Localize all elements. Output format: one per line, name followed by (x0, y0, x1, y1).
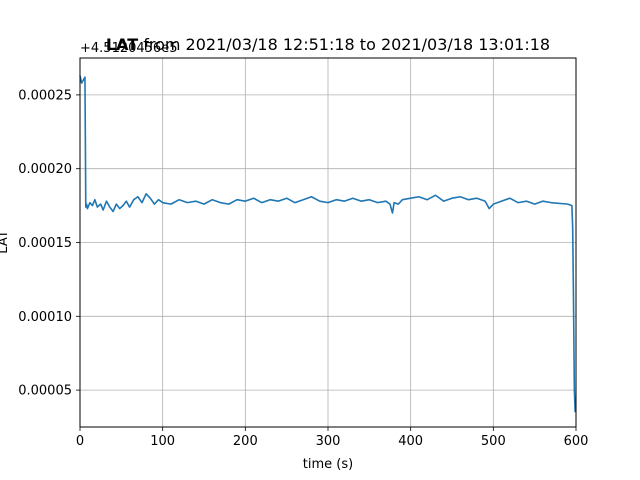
y-axis-label: LAT (0, 230, 11, 253)
x-tick-label: 400 (398, 434, 423, 449)
x-tick-label: 300 (316, 434, 341, 449)
x-tick-label: 200 (233, 434, 258, 449)
series-line (79, 75, 576, 413)
chart-title-prefix: LAT (106, 35, 138, 54)
y-tick-label: 0.00020 (18, 162, 72, 177)
y-tick-label: 0.00010 (18, 310, 72, 325)
y-tick-label: 0.00015 (18, 236, 72, 251)
x-axis-label: time (s) (303, 457, 353, 472)
y-tick-label: 0.00005 (18, 384, 72, 399)
y-axis-ticks: 0.00005 0.00010 0.00015 0.00020 0.00025 (18, 88, 80, 399)
chart-title: LAT from 2021/03/18 12:51:18 to 2021/03/… (106, 35, 550, 54)
y-offset-text: +4.5120456e5 (80, 41, 177, 56)
x-tick-label: 600 (564, 434, 589, 449)
x-tick-label: 0 (76, 434, 84, 449)
x-axis-ticks: 0 100 200 300 400 500 600 (76, 427, 589, 449)
series-layer (79, 75, 576, 413)
y-tick-label: 0.00025 (18, 88, 72, 103)
chart-title-rest: from 2021/03/18 12:51:18 to 2021/03/18 1… (138, 35, 550, 54)
x-tick-label: 100 (150, 434, 175, 449)
x-tick-label: 500 (481, 434, 506, 449)
